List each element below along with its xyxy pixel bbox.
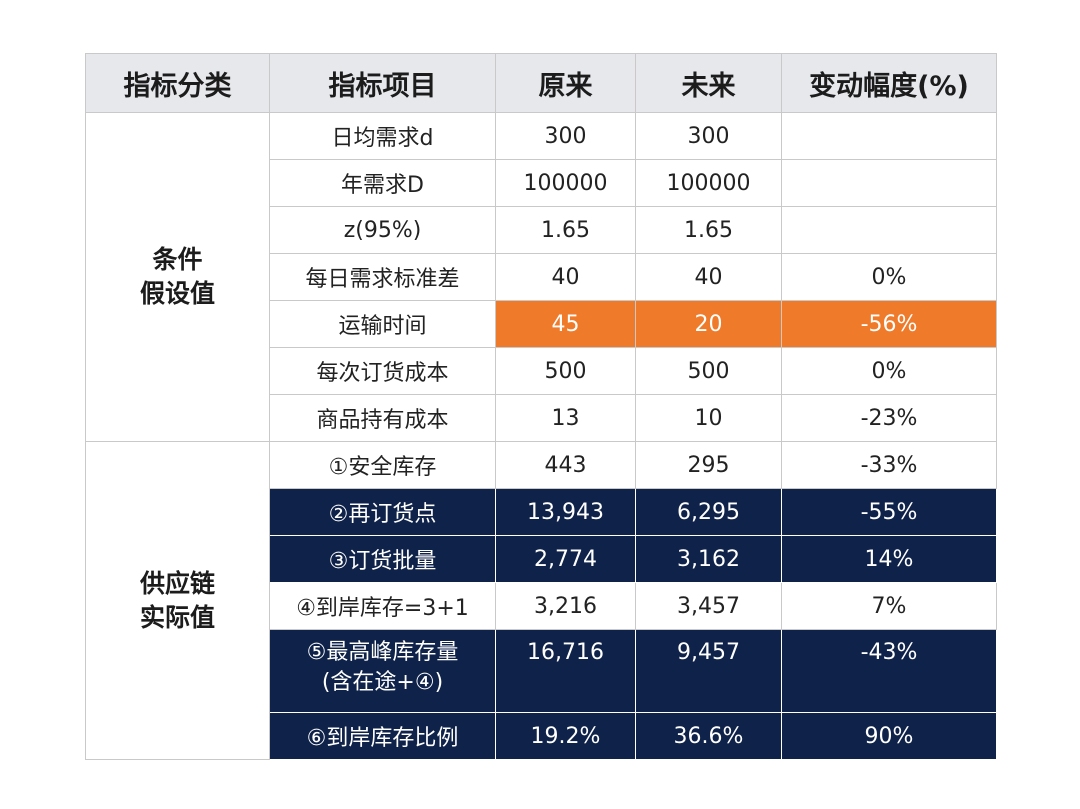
change-cell: -23%	[781, 394, 997, 442]
change-cell: 0%	[781, 253, 997, 301]
item-cell: 年需求D	[269, 159, 496, 207]
header-category: 指标分类	[85, 53, 270, 113]
after-cell: 6,295	[635, 488, 782, 536]
table-row: 每日需求标准差 40 40 0%	[86, 253, 997, 301]
category-line: 实际值	[139, 602, 215, 632]
before-cell: 19.2%	[495, 712, 636, 760]
item-cell: ④到岸库存=3+1	[269, 582, 496, 630]
before-cell: 2,774	[495, 535, 636, 583]
after-cell: 295	[635, 441, 782, 489]
header-change: 变动幅度(%)	[781, 53, 997, 113]
table-row-dark: ⑤最高峰库存量 (含在途+④) 16,716 9,457 -43%	[86, 629, 997, 713]
before-cell: 1.65	[495, 206, 636, 254]
change-cell: -55%	[781, 488, 997, 536]
item-cell: ③订货批量	[269, 535, 496, 583]
before-cell: 3,216	[495, 582, 636, 630]
after-cell: 9,457	[635, 629, 782, 713]
after-cell: 1.65	[635, 206, 782, 254]
table-row-dark: ③订货批量 2,774 3,162 14%	[86, 535, 997, 583]
change-cell	[781, 112, 997, 160]
after-cell: 3,162	[635, 535, 782, 583]
item-line: (含在途+④)	[321, 670, 444, 695]
table-row-highlighted: 运输时间 45 20 -56%	[86, 300, 997, 348]
table-row: 商品持有成本 13 10 -23%	[86, 394, 997, 442]
table-row-dark: ②再订货点 13,943 6,295 -55%	[86, 488, 997, 536]
after-cell: 40	[635, 253, 782, 301]
item-cell: z(95%)	[269, 206, 496, 254]
header-before: 原来	[495, 53, 636, 113]
category-line: 假设值	[139, 279, 215, 308]
item-cell: 每日需求标准差	[269, 253, 496, 301]
after-cell: 300	[635, 112, 782, 160]
item-cell: 商品持有成本	[269, 394, 496, 442]
before-cell: 16,716	[495, 629, 636, 713]
item-cell: 运输时间	[269, 300, 496, 348]
after-cell: 100000	[635, 159, 782, 207]
after-cell: 10	[635, 394, 782, 442]
item-cell: ②再订货点	[269, 488, 496, 536]
before-cell: 443	[495, 441, 636, 489]
item-cell: ⑤最高峰库存量 (含在途+④)	[269, 629, 496, 713]
change-cell: 7%	[781, 582, 997, 630]
before-cell: 100000	[495, 159, 636, 207]
before-cell: 500	[495, 347, 636, 395]
change-cell: 0%	[781, 347, 997, 395]
category-assumptions: 条件 假设值	[85, 112, 270, 442]
before-cell: 300	[495, 112, 636, 160]
after-cell: 3,457	[635, 582, 782, 630]
comparison-table: 指标分类 指标项目 原来 未来 变动幅度(%) 条件 假设值 日均需求d 300…	[85, 53, 997, 760]
category-actuals: 供应链 实际值	[85, 441, 270, 760]
table-row: ④到岸库存=3+1 3,216 3,457 7%	[86, 582, 997, 630]
after-cell: 36.6%	[635, 712, 782, 760]
before-cell: 40	[495, 253, 636, 301]
item-cell: 日均需求d	[269, 112, 496, 160]
before-cell: 13,943	[495, 488, 636, 536]
change-cell: -33%	[781, 441, 997, 489]
change-cell: 14%	[781, 535, 997, 583]
change-cell: 90%	[781, 712, 997, 760]
change-cell	[781, 206, 997, 254]
category-line: 供应链	[139, 568, 215, 598]
before-cell: 13	[495, 394, 636, 442]
item-cell: ①安全库存	[269, 441, 496, 489]
after-cell: 20	[635, 300, 782, 348]
change-cell: -43%	[781, 629, 997, 713]
header-row: 指标分类 指标项目 原来 未来 变动幅度(%)	[85, 53, 997, 113]
item-cell: 每次订货成本	[269, 347, 496, 395]
table-row: 供应链 实际值 ①安全库存 443 295 -33%	[85, 441, 997, 760]
after-cell: 500	[635, 347, 782, 395]
table-row: z(95%) 1.65 1.65	[86, 206, 997, 254]
item-line: ⑤最高峰库存量	[306, 640, 459, 665]
category-line: 条件	[152, 245, 203, 274]
item-cell: ⑥到岸库存比例	[269, 712, 496, 760]
header-item: 指标项目	[269, 53, 496, 113]
change-cell: -56%	[781, 300, 997, 348]
change-cell	[781, 159, 997, 207]
before-cell: 45	[495, 300, 636, 348]
table-row-dark: ⑥到岸库存比例 19.2% 36.6% 90%	[86, 712, 997, 760]
table-row: 每次订货成本 500 500 0%	[86, 347, 997, 395]
header-after: 未来	[635, 53, 782, 113]
table-row: 条件 假设值 日均需求d 300 300	[85, 112, 997, 442]
